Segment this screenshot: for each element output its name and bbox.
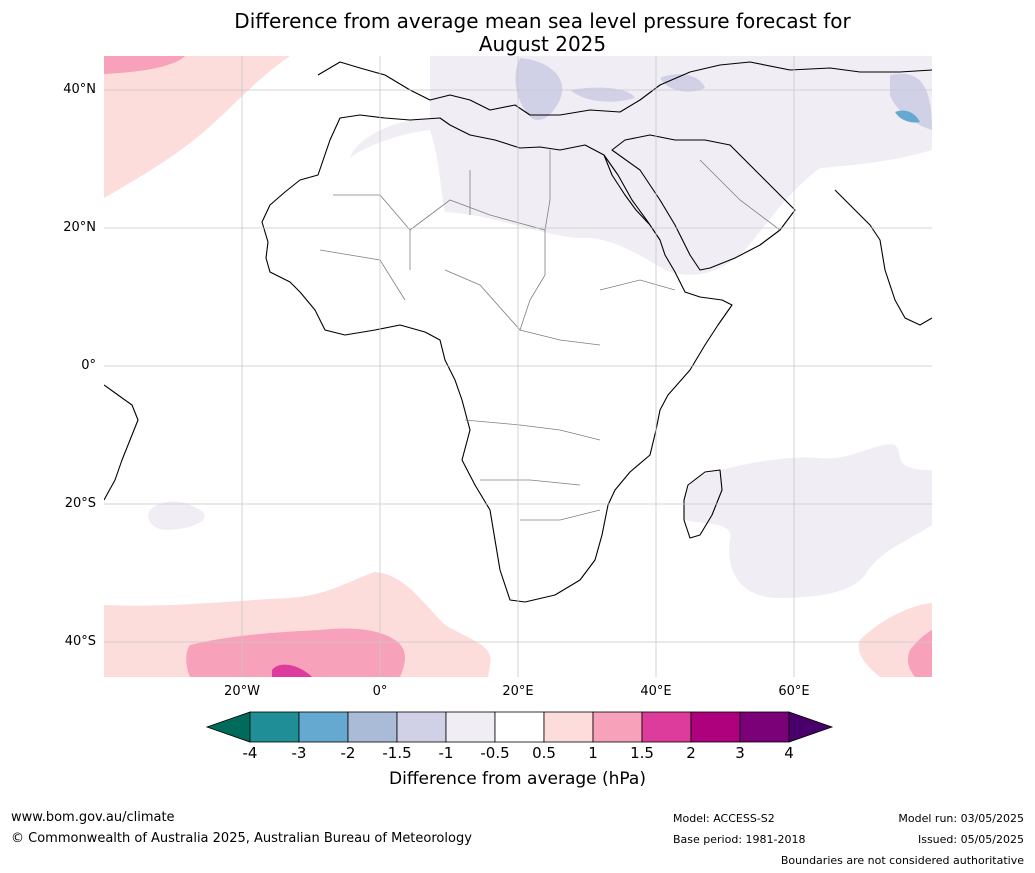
colorbar-tick-label: -4: [242, 744, 258, 762]
lat-label-40n: 40°N: [63, 82, 96, 97]
colorbar-title: Difference from average (hPa): [389, 769, 646, 789]
india-coastline: [834, 189, 932, 326]
south-america-coastline: [104, 384, 139, 501]
colorbar-tick-label: 0.5: [532, 744, 556, 762]
border-7: [480, 479, 581, 486]
border-1: [333, 194, 411, 270]
colorbar-tick-label: -1.5: [382, 744, 412, 762]
anomaly-satlantic-lavender: [148, 501, 205, 530]
chart-title: Difference from average mean sea level p…: [0, 10, 1035, 56]
border-6: [464, 419, 601, 441]
border-12: [699, 159, 781, 231]
lat-label-0: 0°: [81, 358, 96, 373]
model-run-text: Model run: 03/05/2025: [898, 812, 1024, 825]
border-3: [519, 230, 546, 331]
base-period-text: Base period: 1981-2018: [673, 833, 806, 846]
lat-label-20n: 20°N: [63, 220, 96, 235]
disclaimer-text: Boundaries are not considered authoritat…: [780, 854, 1024, 867]
anomaly-south-pink: [186, 628, 405, 677]
border-9: [319, 249, 406, 301]
lon-label-60e: 60°E: [778, 684, 810, 699]
arabia-coastline: [611, 134, 796, 271]
lat-label-20s: 20°S: [64, 496, 96, 511]
title-line-2: August 2025: [478, 32, 607, 56]
anomaly-nw-pink: [104, 56, 185, 74]
issued-text: Issued: 05/05/2025: [917, 833, 1024, 846]
anomaly-caspian-blue: [660, 74, 705, 92]
anomaly-aegean-blue: [515, 58, 563, 121]
colorbar-tick-label: 1: [588, 744, 598, 762]
anomaly-iran-core: [895, 110, 920, 123]
anomaly-south-magenta: [272, 664, 312, 677]
anomaly-indian-lavender: [683, 444, 932, 598]
border-5: [599, 279, 676, 291]
anomaly-turkey-blue: [570, 87, 635, 102]
europe-coastline: [317, 61, 932, 116]
model-text: Model: ACCESS-S2: [673, 812, 775, 825]
border-8: [520, 509, 601, 521]
lon-label-0: 0°: [372, 684, 388, 699]
colorbar-tick-label: 2: [686, 744, 696, 762]
colorbar-tick-label: 4: [784, 744, 794, 762]
africa-coastline: [261, 114, 733, 603]
colorbar-tick-label: -0.5: [480, 744, 510, 762]
website-text: www.bom.gov.au/climate: [11, 810, 175, 825]
colorbar-tick-label: -1: [438, 744, 454, 762]
border-2: [409, 199, 551, 231]
lon-label-40e: 40°E: [640, 684, 672, 699]
border-4: [444, 269, 601, 346]
anomaly-north-lavender: [350, 56, 932, 275]
lon-label-20e: 20°E: [502, 684, 534, 699]
colorbar-tick-label: 3: [735, 744, 745, 762]
copyright-text: © Commonwealth of Australia 2025, Austra…: [11, 831, 472, 846]
colorbar-tick-label: 1.5: [630, 744, 654, 762]
title-line-1: Difference from average mean sea level p…: [234, 9, 851, 33]
colorbar-tick-label: -2: [340, 744, 356, 762]
anomaly-nw-pale-pink: [104, 56, 290, 198]
colorbar-tick-label: -3: [291, 744, 307, 762]
lat-label-40s: 40°S: [64, 634, 96, 649]
lon-label-20w: 20°W: [224, 684, 260, 699]
anomaly-iran-blue: [890, 73, 932, 130]
madagascar-coastline: [683, 469, 723, 539]
